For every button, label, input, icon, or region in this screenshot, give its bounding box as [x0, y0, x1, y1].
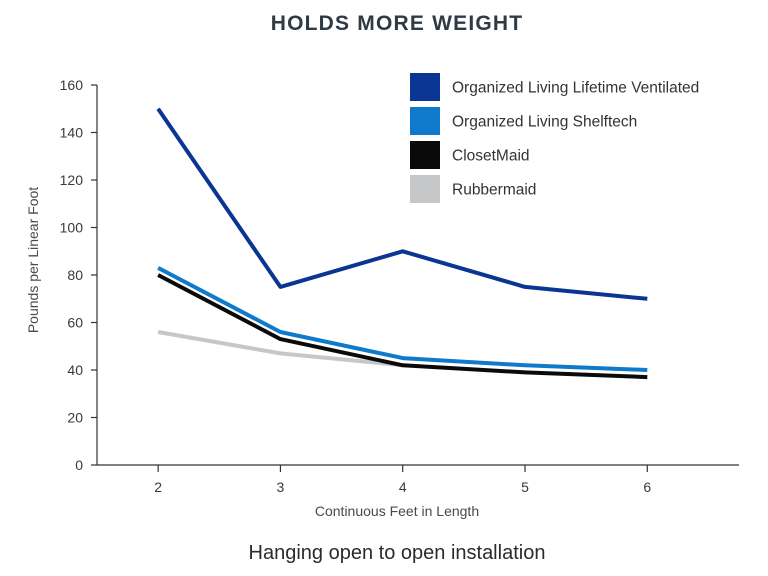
legend-label-rubbermaid: Rubbermaid — [452, 182, 536, 199]
series-layer — [156, 107, 648, 380]
legend-label-organized-living-lifetime-ventilated: Organized Living Lifetime Ventilated — [452, 80, 699, 97]
series-line-organized-living-lifetime-ventilated — [156, 107, 648, 301]
x-axis-title: Continuous Feet in Length — [315, 503, 479, 519]
x-tick-label: 4 — [399, 479, 407, 495]
y-axis-title: Pounds per Linear Foot — [25, 187, 41, 333]
x-ticks: 2 3 4 5 6 — [154, 465, 651, 495]
x-tick-label: 3 — [277, 479, 285, 495]
y-tick-label: 20 — [67, 410, 83, 426]
y-tick-label: 40 — [67, 362, 83, 378]
y-tick-label: 140 — [60, 125, 84, 141]
legend: Organized Living Lifetime Ventilated Orga… — [410, 73, 699, 203]
chart-title: HOLDS MORE WEIGHT — [271, 12, 524, 35]
y-tick-label: 80 — [67, 267, 83, 283]
y-tick-label: 120 — [60, 172, 84, 188]
x-tick-label: 6 — [643, 479, 651, 495]
legend-swatch-organized-living-lifetime-ventilated — [410, 73, 440, 101]
y-ticks: 0 20 40 60 80 100 120 140 160 — [60, 77, 97, 473]
series-line-closetmaid — [157, 273, 648, 380]
x-tick-label: 5 — [521, 479, 529, 495]
y-tick-label: 60 — [67, 315, 83, 331]
series-line-organized-living-shelftech — [157, 266, 648, 372]
series-line-rubbermaid — [157, 330, 403, 368]
legend-swatch-rubbermaid — [410, 175, 440, 203]
y-tick-label: 100 — [60, 220, 84, 236]
chart-caption: Hanging open to open installation — [249, 542, 546, 564]
legend-swatch-organized-living-shelftech — [410, 107, 440, 135]
legend-swatch-closetmaid — [410, 141, 440, 169]
legend-label-organized-living-shelftech: Organized Living Shelftech — [452, 114, 637, 131]
y-tick-label: 0 — [75, 457, 83, 473]
legend-label-closetmaid: ClosetMaid — [452, 148, 530, 165]
x-tick-label: 2 — [154, 479, 162, 495]
y-tick-label: 160 — [60, 77, 84, 93]
